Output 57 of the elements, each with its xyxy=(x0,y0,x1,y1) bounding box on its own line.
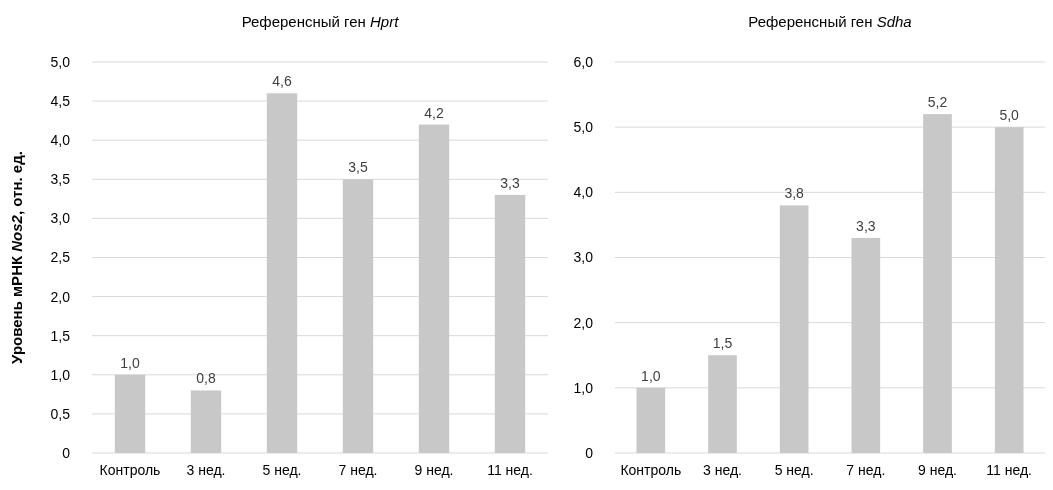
data-label: 5,0 xyxy=(999,107,1020,124)
data-label: 5,2 xyxy=(927,94,948,111)
bar xyxy=(190,390,222,453)
data-label: 1,0 xyxy=(641,367,661,384)
y-tick-label: 0,5 xyxy=(50,405,71,422)
y-tick-label: 1,5 xyxy=(50,327,71,344)
y-tick-label: 2,0 xyxy=(573,314,594,331)
y-tick-label: 2,0 xyxy=(50,288,71,305)
y-tick-label: 1,0 xyxy=(573,379,594,396)
bar xyxy=(114,374,146,453)
data-label: 1,0 xyxy=(120,354,140,371)
y-tick-label: 4,0 xyxy=(573,184,594,201)
y-tick-label: 6,0 xyxy=(573,53,594,70)
data-label: 3,3 xyxy=(856,217,876,234)
y-tick-label: 1,0 xyxy=(50,366,71,383)
y-tick-label: 3,0 xyxy=(50,210,71,227)
bar xyxy=(708,355,737,453)
y-tick-label: 4,0 xyxy=(50,132,71,149)
x-tick-label: Контроль xyxy=(99,462,161,478)
bar xyxy=(636,387,666,453)
data-label: 3,5 xyxy=(348,159,368,176)
x-tick-label: 5 нед. xyxy=(262,462,302,478)
x-tick-label: 5 нед. xyxy=(774,462,814,478)
data-label: 4,2 xyxy=(424,104,444,121)
y-tick-label: 5,0 xyxy=(50,53,71,70)
x-tick-label: 9 нед. xyxy=(414,462,454,478)
data-label: 0,8 xyxy=(196,370,216,387)
data-label: 3,3 xyxy=(500,174,520,191)
x-tick-label: Контроль xyxy=(620,462,682,478)
data-label: 1,5 xyxy=(712,335,733,352)
data-label: 3,8 xyxy=(784,185,805,202)
y-tick-label: 5,0 xyxy=(573,119,594,136)
y-tick-label: 0 xyxy=(62,444,71,461)
x-tick-label: 7 нед. xyxy=(338,462,378,478)
bar xyxy=(266,93,298,453)
y-tick-label: 2,5 xyxy=(50,249,71,266)
bar xyxy=(342,179,374,453)
bar xyxy=(923,114,952,453)
bar xyxy=(418,124,450,453)
x-tick-label: 7 нед. xyxy=(846,462,886,478)
bar xyxy=(779,205,809,453)
data-label: 4,6 xyxy=(272,73,292,90)
bar xyxy=(851,237,881,453)
y-tick-label: 0 xyxy=(585,444,594,461)
y-tick-label: 4,5 xyxy=(50,93,71,109)
y-tick-label: 3,0 xyxy=(573,249,594,266)
x-tick-label: 9 нед. xyxy=(918,462,957,478)
bar xyxy=(494,194,526,453)
y-axis-title: Уровень мРНК Nos2, отн. ед. xyxy=(8,151,25,364)
x-tick-label: 11 нед. xyxy=(986,462,1033,478)
bar xyxy=(994,127,1024,453)
y-tick-label: 3,5 xyxy=(50,171,71,188)
x-tick-label: 3 нед. xyxy=(186,462,226,478)
chart-title: Референсный ген Sdha xyxy=(748,13,912,30)
x-tick-label: 11 нед. xyxy=(487,462,533,478)
x-tick-label: 3 нед. xyxy=(703,462,742,478)
chart-title: Референсный ген Hprt xyxy=(241,13,400,30)
